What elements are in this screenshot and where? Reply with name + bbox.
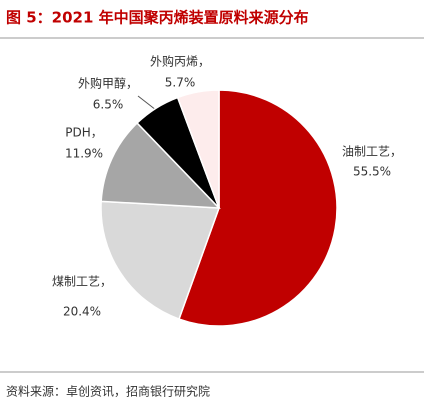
slice-label: 煤制工艺， [52,275,112,289]
value-label: 5.7% [165,76,196,90]
pie-slice [178,89,338,327]
value-label: 6.5% [93,98,124,112]
slice-label: 外购甲醇， [78,76,138,91]
pie-slice [176,89,220,209]
source: 资料来源：卓创资讯，招商银行研究院 [6,384,210,399]
slice-label: 油制工艺， [342,145,402,159]
pie-slice [100,121,221,209]
slice-label: PDH， [65,126,103,140]
leader-line [137,95,157,111]
slice-label: 外购丙烯， [150,54,210,69]
value-label: 11.9% [65,147,103,161]
value-label: 20.4% [63,305,101,319]
value-label: 55.5% [353,165,391,179]
pie-slice [100,200,221,320]
chart-title: 图 5：2021 年中国聚丙烯装置原料来源分布 [6,9,309,27]
